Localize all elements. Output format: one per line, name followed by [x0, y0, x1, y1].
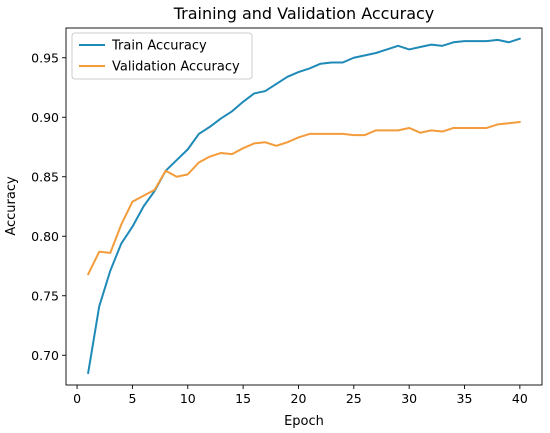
x-axis-label: Epoch [284, 414, 324, 429]
y-tick-label: 0.75 [31, 288, 59, 303]
y-tick-label: 0.70 [31, 348, 59, 363]
y-axis-label: Accuracy [4, 176, 19, 236]
y-tick-label: 0.85 [31, 169, 59, 184]
x-tick-label: 40 [512, 391, 528, 406]
chart-title: Training and Validation Accuracy [173, 4, 435, 23]
legend-label-validation: Validation Accuracy [112, 60, 240, 75]
x-tick-label: 35 [457, 391, 473, 406]
x-tick-label: 0 [73, 391, 81, 406]
x-axis-ticks: 0 5 10 15 20 25 30 35 40 [73, 385, 528, 406]
y-tick-label: 0.90 [31, 110, 59, 125]
series-line-validation-accuracy [87, 121, 521, 276]
x-tick-label: 5 [128, 391, 136, 406]
series-lines [87, 37, 521, 375]
y-axis-ticks: 0.70 0.75 0.80 0.85 0.90 0.95 [31, 50, 66, 363]
plot-area-frame [65, 27, 543, 386]
x-tick-label: 10 [180, 391, 196, 406]
x-tick-label: 30 [401, 391, 417, 406]
series-line-train-accuracy [87, 37, 521, 375]
y-tick-label: 0.95 [31, 50, 59, 65]
legend-box [71, 32, 253, 80]
x-tick-label: 20 [291, 391, 307, 406]
legend-label-train: Train Accuracy [111, 39, 207, 54]
x-tick-label: 25 [346, 391, 362, 406]
y-tick-label: 0.80 [31, 229, 59, 244]
x-tick-label: 15 [235, 391, 251, 406]
legend: Train Accuracy Validation Accuracy [71, 32, 253, 80]
